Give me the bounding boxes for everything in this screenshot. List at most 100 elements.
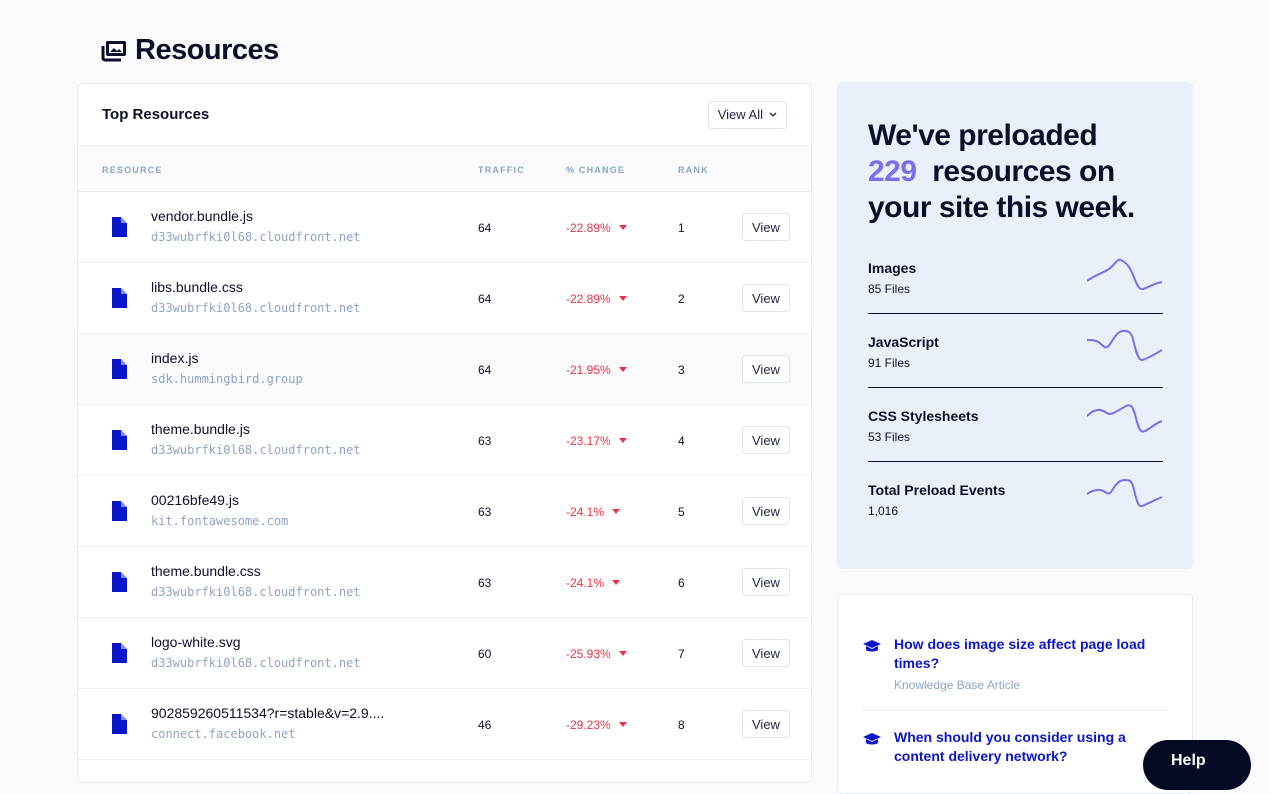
column-change: % CHANGE (566, 165, 626, 175)
table-header: RESOURCE TRAFFIC % CHANGE RANK (78, 145, 811, 192)
caret-down-icon (618, 722, 627, 727)
sparkline (1087, 478, 1163, 508)
view-button[interactable]: View (742, 426, 790, 454)
resource-host: d33wubrfki0l68.cloudfront.net (151, 301, 361, 315)
table-row: 00216bfe49.js kit.fontawesome.com 63 -24… (78, 476, 811, 547)
rank-value: 3 (678, 363, 685, 377)
article-type: Knowledge Base Article (894, 678, 1021, 692)
change-value: -22.89% (566, 221, 627, 235)
file-icon (112, 714, 127, 734)
resource-name: 902859260511534?r=stable&v=2.9.... (151, 705, 385, 721)
resource-name: libs.bundle.css (151, 279, 243, 295)
view-button[interactable]: View (742, 355, 790, 383)
table-row: vendor.bundle.js d33wubrfki0l68.cloudfro… (78, 192, 811, 263)
graduation-cap-icon (863, 640, 881, 652)
change-value: -25.93% (566, 647, 627, 661)
caret-down-icon (618, 367, 627, 372)
summary-panel: We've preloaded 229 resources on your sit… (837, 82, 1193, 569)
traffic-value: 63 (478, 505, 492, 519)
file-icon (112, 643, 127, 663)
view-all-button[interactable]: View All (707, 100, 787, 129)
rank-value: 2 (678, 292, 685, 306)
caret-down-icon (618, 438, 627, 443)
traffic-value: 63 (478, 434, 492, 448)
change-value: -24.1% (566, 505, 621, 519)
sparkline (1087, 258, 1163, 291)
table-row: 902859260511534?r=stable&v=2.9.... conne… (78, 689, 811, 760)
table-row: theme.bundle.js d33wubrfki0l68.cloudfron… (78, 405, 811, 476)
article-link[interactable]: How does image size affect page load tim… (894, 636, 1146, 671)
card-title: Top Resources (102, 106, 210, 123)
sparkline (1087, 329, 1163, 361)
change-value: -23.17% (566, 434, 627, 448)
resource-name: theme.bundle.css (151, 563, 261, 579)
resource-host: d33wubrfki0l68.cloudfront.net (151, 443, 361, 457)
caret-down-icon (618, 296, 627, 301)
file-icon (112, 430, 127, 450)
view-button[interactable]: View (742, 284, 790, 312)
view-button[interactable]: View (742, 497, 790, 525)
caret-down-icon (618, 651, 627, 656)
table-body: vendor.bundle.js d33wubrfki0l68.cloudfro… (78, 192, 811, 760)
column-resource: RESOURCE (102, 165, 163, 175)
resource-host: sdk.hummingbird.group (151, 372, 303, 386)
stat-images: Images 85 Files (868, 240, 1163, 314)
change-value: -29.23% (566, 718, 627, 732)
top-resources-card: Top Resources View All RESOURCE TRAFFIC … (77, 83, 812, 783)
caret-down-icon (612, 509, 621, 514)
rank-value: 5 (678, 505, 685, 519)
article-item[interactable]: How does image size affect page load tim… (862, 635, 1168, 711)
column-traffic: TRAFFIC (478, 165, 525, 175)
chevron-down-icon (769, 112, 777, 117)
images-icon (101, 40, 126, 61)
resource-name: 00216bfe49.js (151, 492, 239, 508)
stat-css: CSS Stylesheets 53 Files (868, 388, 1163, 462)
resource-name: index.js (151, 350, 199, 366)
article-link[interactable]: When should you consider using a content… (894, 729, 1126, 764)
table-row: theme.bundle.css d33wubrfki0l68.cloudfro… (78, 547, 811, 618)
column-rank: RANK (678, 165, 709, 175)
page-title: Resources (101, 34, 279, 67)
caret-down-icon (618, 225, 627, 230)
table-row: libs.bundle.css d33wubrfki0l68.cloudfron… (78, 263, 811, 334)
resource-host: d33wubrfki0l68.cloudfront.net (151, 230, 361, 244)
traffic-value: 63 (478, 576, 492, 590)
view-button[interactable]: View (742, 710, 790, 738)
rank-value: 8 (678, 718, 685, 732)
resource-host: d33wubrfki0l68.cloudfront.net (151, 656, 361, 670)
file-icon (112, 288, 127, 308)
resource-name: vendor.bundle.js (151, 208, 253, 224)
rank-value: 7 (678, 647, 685, 661)
caret-down-icon (612, 580, 621, 585)
rank-value: 4 (678, 434, 685, 448)
view-button[interactable]: View (742, 213, 790, 241)
table-row: index.js sdk.hummingbird.group 64 -21.95… (78, 334, 811, 405)
resource-host: d33wubrfki0l68.cloudfront.net (151, 585, 361, 599)
file-icon (112, 217, 127, 237)
summary-headline: We've preloaded 229 resources on your sit… (868, 119, 1135, 224)
view-button[interactable]: View (742, 568, 790, 596)
knowledge-base-card: How does image size affect page load tim… (837, 594, 1193, 794)
change-value: -24.1% (566, 576, 621, 590)
traffic-value: 64 (478, 221, 492, 235)
rank-value: 6 (678, 576, 685, 590)
traffic-value: 64 (478, 292, 492, 306)
change-value: -21.95% (566, 363, 627, 377)
stat-javascript: JavaScript 91 Files (868, 314, 1163, 388)
file-icon (112, 359, 127, 379)
view-button[interactable]: View (742, 639, 790, 667)
article-item[interactable]: When should you consider using a content… (862, 728, 1168, 788)
stat-preload-events: Total Preload Events 1,016 (868, 462, 1163, 536)
resource-host: connect.facebook.net (151, 727, 296, 741)
file-icon (112, 501, 127, 521)
traffic-value: 64 (478, 363, 492, 377)
change-value: -22.89% (566, 292, 627, 306)
traffic-value: 60 (478, 647, 492, 661)
rank-value: 1 (678, 221, 685, 235)
sparkline (1087, 404, 1163, 433)
table-row: logo-white.svg d33wubrfki0l68.cloudfront… (78, 618, 811, 689)
traffic-value: 46 (478, 718, 492, 732)
graduation-cap-icon (863, 733, 881, 745)
help-button[interactable]: Help (1143, 740, 1251, 790)
resource-name: theme.bundle.js (151, 421, 250, 437)
